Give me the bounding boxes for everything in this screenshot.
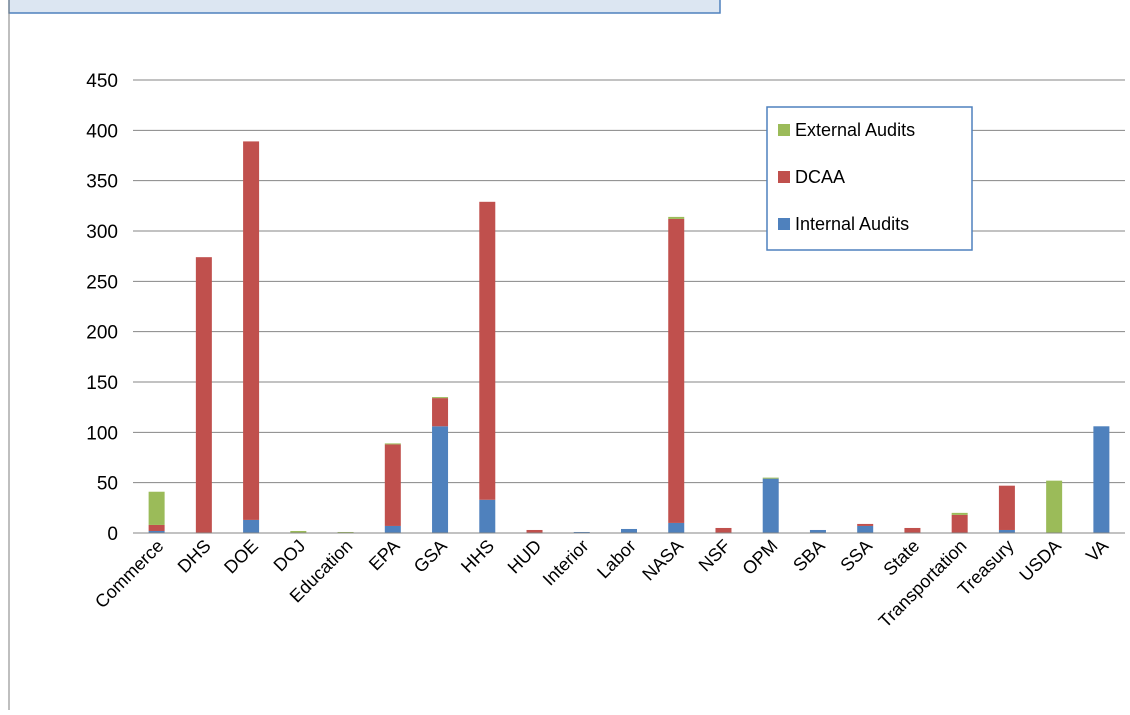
y-tick-label: 50 [97,474,118,495]
bar-segment [432,426,449,533]
bar-segment [148,530,165,533]
bar-segment [809,529,826,533]
bar-segment [951,514,968,533]
bar-segment [195,257,212,533]
bar-segment [1046,480,1063,533]
y-tick-label: 250 [86,272,118,293]
y-tick-label: 300 [86,222,118,243]
x-tick-label: DOJ [270,536,310,576]
bar-segment [384,444,401,526]
bar-segment [857,523,874,526]
bar-segment [526,529,543,533]
x-tick-label: SBA [789,536,829,576]
bars [148,141,1110,533]
y-tick-label: 400 [86,121,118,142]
bar-segment [762,477,779,479]
bar-segment [384,525,401,533]
bar-segment [243,519,260,533]
y-tick-label: 450 [86,71,118,92]
legend-label: Internal Audits [795,214,909,234]
x-tick-label: GSA [410,536,451,577]
x-tick-label: NSF [695,536,735,576]
bar-segment [998,529,1015,533]
bar-segment [857,525,874,533]
legend-swatch [778,124,790,136]
bar-segment [337,531,354,533]
bar-segment [951,512,968,515]
bar-segment [479,499,496,533]
bar-segment [384,443,401,445]
bar-segment [1093,426,1110,533]
legend-box [766,106,973,251]
y-tick-label: 200 [86,323,118,344]
y-tick-label: 150 [86,373,118,394]
bar-segment [998,485,1015,530]
legend-swatch [778,218,790,230]
bar-segment [479,201,496,500]
bar-segment [668,218,685,523]
bar-segment [904,527,921,533]
x-tick-label: DHS [174,536,215,577]
x-tick-label: Interior [539,536,593,590]
bar-segment [621,528,637,533]
x-tick-label: EPA [365,536,404,575]
y-tick-label: 0 [107,524,118,545]
y-tick-label: 350 [86,172,118,193]
x-tick-label: SSA [836,536,876,576]
bar-segment [290,530,307,533]
y-tick-label: 100 [86,423,118,444]
x-tick-label: DOE [220,536,262,578]
bar-segment [668,522,685,533]
x-tick-label: HUD [504,536,546,578]
header-box [8,0,721,14]
legend-label: External Audits [795,120,915,140]
x-tick-label: Labor [593,536,640,583]
x-tick-label: VA [1082,536,1112,566]
bar-segment [668,216,685,219]
legend-label: DCAA [795,167,845,187]
bar-segment [762,478,779,533]
gridlines [133,79,1125,484]
bar-segment [148,491,165,525]
bar-segment [148,524,165,531]
bar-segment [432,397,449,399]
x-tick-label: HHS [457,536,498,577]
bar-segment [432,398,449,427]
x-tick-label: OPM [738,536,781,579]
x-tick-label: Commerce [91,536,167,612]
legend-swatch [778,171,790,183]
x-tick-label: State [879,536,923,580]
bar-segment [243,141,260,520]
x-tick-label: NASA [638,536,687,585]
bar-segment [715,527,732,533]
y-axis-ticks: 0 50 100 150 200 250 300 350 400 450 [86,71,118,545]
x-tick-label: USDA [1015,536,1065,586]
legend: External Audits DCAA Internal Audits [766,106,973,251]
bar-segment [573,531,590,533]
